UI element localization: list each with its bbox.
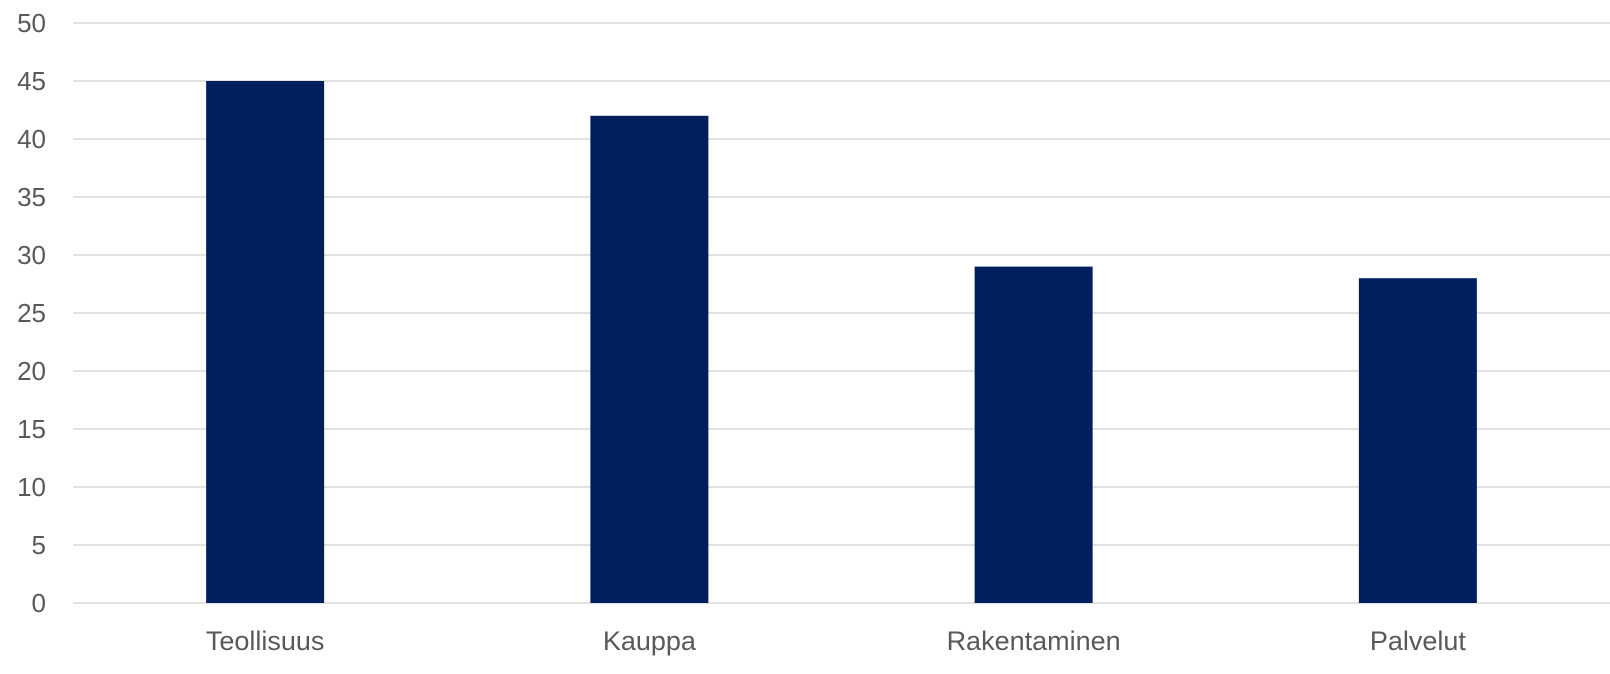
x-category-label: Rakentaminen	[947, 626, 1121, 656]
bar-palvelut	[1358, 278, 1477, 603]
x-category-label: Kauppa	[603, 626, 697, 656]
x-category-label: Palvelut	[1370, 626, 1467, 656]
y-tick-label: 25	[17, 298, 46, 328]
gridlines	[73, 22, 1610, 604]
y-tick-label: 40	[17, 124, 46, 154]
y-tick-label: 5	[32, 530, 46, 560]
bars	[206, 81, 1477, 604]
y-axis-ticks: 0 5 10 15 20 25 30 35 40 45 50	[17, 8, 46, 618]
bar-rakentaminen	[974, 266, 1093, 603]
y-tick-label: 20	[17, 356, 46, 386]
y-tick-label: 50	[17, 8, 46, 38]
bar-kauppa	[590, 115, 709, 604]
y-tick-label: 45	[17, 66, 46, 96]
y-tick-label: 0	[32, 588, 46, 618]
x-axis-labels: Teollisuus Kauppa Rakentaminen Palvelut	[206, 626, 1467, 656]
y-tick-label: 10	[17, 472, 46, 502]
x-category-label: Teollisuus	[206, 626, 325, 656]
y-tick-label: 35	[17, 182, 46, 212]
bar-teollisuus	[206, 81, 325, 603]
y-tick-label: 15	[17, 414, 46, 444]
y-tick-label: 30	[17, 240, 46, 270]
